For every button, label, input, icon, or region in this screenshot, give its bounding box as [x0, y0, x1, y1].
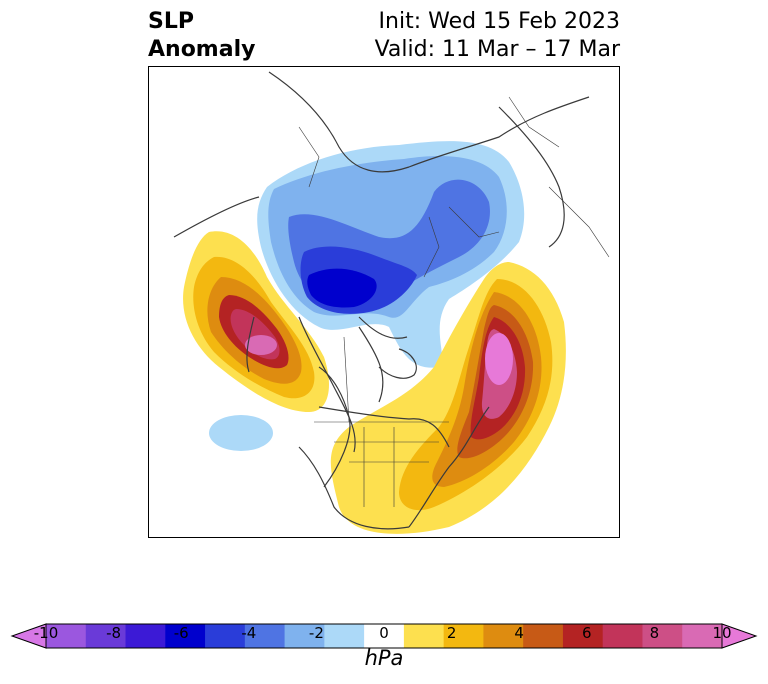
colorbar-segment [284, 624, 325, 648]
colorbar-segment [46, 624, 87, 648]
colorbar-segment [244, 624, 286, 648]
colorbar-segment [642, 624, 683, 648]
colorbar [10, 623, 758, 649]
colorbar-segment [403, 624, 445, 648]
colorbar-tick-label: -10 [33, 624, 59, 642]
map-title: SLP Anomaly [148, 8, 255, 64]
colorbar-segment [602, 624, 643, 648]
colorbar-segment [85, 624, 127, 648]
colorbar-tick-label: -6 [173, 624, 189, 642]
colorbar-segment [523, 624, 564, 648]
colorbar-segment [483, 624, 524, 648]
title-line-1: SLP [148, 9, 194, 34]
colorbar-tick-label: 6 [582, 624, 592, 642]
colorbar-segment [443, 624, 484, 648]
colorbar-tick-label: -8 [106, 624, 122, 642]
colorbar-segment [364, 624, 405, 648]
forecast-dates: Init: Wed 15 Feb 2023 Valid: 11 Mar – 17… [375, 8, 620, 64]
valid-range: Valid: 11 Mar – 17 Mar [374, 37, 620, 62]
positive-anomaly-west [183, 231, 329, 412]
colorbar-segment [324, 624, 365, 648]
colorbar-segment [125, 624, 166, 648]
colorbar-units: hPa [364, 646, 404, 670]
political-borders [298, 96, 610, 507]
init-date: Init: Wed 15 Feb 2023 [378, 9, 620, 34]
colorbar-segment [562, 624, 604, 648]
map-panel [148, 66, 620, 538]
colorbar-segment [205, 624, 246, 648]
colorbar-tick-label: 8 [649, 624, 660, 642]
positive-anomaly-east [330, 262, 566, 534]
map-canvas [173, 71, 610, 534]
colorbar-tick-label: 10 [712, 624, 732, 642]
colorbar-segment [165, 624, 206, 648]
colorbar-tick-label: 0 [379, 624, 389, 642]
colorbar-segments [10, 623, 758, 649]
colorbar-tick-label: -4 [241, 624, 257, 642]
coastlines [173, 71, 590, 530]
colorbar-segment [682, 624, 723, 648]
title-line-2: Anomaly [148, 37, 256, 62]
colorbar-tick-label: 2 [446, 624, 457, 642]
colorbar-tick-label: 4 [514, 624, 524, 642]
colorbar-tick-label: -2 [308, 624, 324, 642]
negative-anomaly-region [209, 141, 525, 451]
colorbar-outline [45, 623, 723, 649]
